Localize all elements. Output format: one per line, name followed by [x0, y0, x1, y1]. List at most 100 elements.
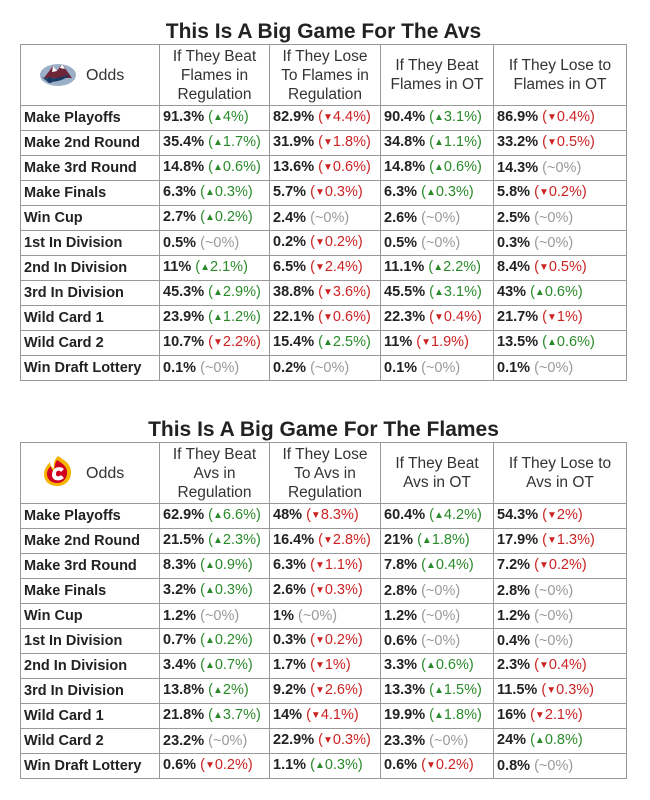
odds-value: 0.7% [163, 632, 197, 648]
change-indicator: (▼3.6%) [318, 284, 371, 300]
down-triangle-icon: ▼ [323, 312, 333, 323]
table-row: Make 3rd Round 8.3% (▲0.9%) 6.3% (▼1.1%) 7.… [20, 553, 627, 579]
row-label: Make Playoffs [20, 503, 160, 529]
change-value: 2.5% [332, 334, 366, 350]
change-indicator: (▼2.8%) [318, 532, 371, 548]
odds-value: 8.4% [497, 259, 531, 275]
odds-value: 0.3% [497, 234, 531, 251]
down-triangle-icon: ▼ [547, 112, 557, 123]
odds-cell: 54.3% (▼2%) [493, 503, 627, 529]
up-triangle-icon: ▲ [213, 137, 223, 148]
odds-cell: 31.9% (▼1.8%) [269, 130, 381, 156]
down-triangle-icon: ▼ [314, 262, 325, 273]
change-value: 0.9% [214, 557, 248, 573]
odds-value: 13.8% [163, 682, 205, 698]
odds-value: 15.4% [273, 334, 315, 350]
change-value: 0.8% [544, 732, 578, 748]
change-value: 3.1% [443, 109, 477, 125]
odds-value: 1.1% [273, 757, 307, 773]
change-value: 2.4% [324, 259, 358, 275]
change-indicator: (~0%) [421, 607, 461, 624]
change-value: 0.5% [556, 134, 590, 150]
odds-value: 6.5% [273, 259, 307, 275]
change-value: 0.2% [214, 632, 248, 648]
odds-value: 0.6% [384, 632, 418, 649]
down-triangle-icon: ▼ [314, 635, 325, 646]
table-row: 2nd In Division 3.4% (▲0.7%) 1.7% (▼1%) 3.3… [20, 653, 627, 679]
odds-cell: 22.9% (▼0.3%) [269, 728, 381, 754]
change-value: 0.3% [332, 732, 366, 748]
table-row: Win Draft Lottery 0.6% (▼0.2%) 1.1% (▲0.3%… [20, 753, 627, 779]
change-indicator: (▲0.7%) [200, 657, 253, 673]
change-value: 0.2% [214, 757, 248, 773]
odds-value: 48% [273, 507, 303, 523]
table-row: Make Finals 6.3% (▲0.3%) 5.7% (▼0.3%) 6.3% … [20, 180, 627, 206]
change-value: 1.2% [222, 309, 256, 325]
odds-cell: 1.2% (~0%) [493, 603, 627, 629]
flames-table-body: Make Playoffs 62.9% (▲6.6%) 48% (▼8.3%) 60.… [20, 503, 627, 779]
change-indicator: (▲0.2%) [200, 209, 253, 225]
change-indicator: (~0%) [534, 582, 574, 599]
row-label: Make Playoffs [20, 105, 160, 131]
odds-cell: 35.4% (▲1.7%) [159, 130, 270, 156]
down-triangle-icon: ▼ [323, 735, 333, 746]
odds-value: 21.8% [163, 707, 205, 723]
odds-cell: 21% (▲1.8%) [380, 528, 494, 554]
change-value: 1.1% [443, 134, 477, 150]
change-value: 0.2% [324, 234, 358, 250]
odds-value: 16% [497, 707, 527, 723]
change-value: 1.5% [443, 682, 477, 698]
table-row: 3rd In Division 45.3% (▲2.9%) 38.8% (▼3.6%… [20, 280, 627, 306]
avs-header-row: Odds If They Beat Flames in Regulation I… [20, 44, 627, 106]
odds-cell: 0.2% (▼0.2%) [269, 230, 381, 256]
change-value: 0.4% [443, 309, 477, 325]
change-indicator: (▲0.6%) [208, 159, 261, 175]
row-label: 2nd In Division [20, 255, 160, 281]
odds-value: 2.3% [497, 657, 531, 673]
change-indicator: (▼0.4%) [429, 309, 482, 325]
change-indicator: (▼0.3%) [541, 682, 595, 698]
odds-cell: 23.2% (~0%) [159, 728, 270, 754]
odds-cell: 1.2% (~0%) [159, 603, 270, 629]
odds-cell: 14.8% (▲0.6%) [159, 155, 270, 181]
up-triangle-icon: ▲ [204, 585, 215, 596]
change-value: 2.3% [222, 532, 256, 548]
down-triangle-icon: ▼ [538, 262, 549, 273]
up-triangle-icon: ▲ [434, 710, 444, 721]
odds-value: 13.3% [384, 682, 426, 698]
odds-value: 2.6% [273, 582, 307, 598]
change-value: ~0% [538, 632, 569, 649]
odds-cell: 33.2% (▼0.5%) [493, 130, 627, 156]
change-indicator: (~0%) [208, 732, 248, 749]
change-value: ~0% [538, 757, 569, 774]
table-row: 1st In Division 0.7% (▲0.2%) 0.3% (▼0.2%) 0… [20, 628, 627, 654]
change-indicator: (▼1.9%) [416, 334, 469, 350]
odds-value: 11.5% [497, 682, 538, 698]
odds-value: 22.3% [384, 309, 426, 325]
odds-cell: 0.6% (▼0.2%) [159, 753, 270, 779]
change-value: 0.4% [556, 109, 590, 125]
odds-cell: 60.4% (▲4.2%) [380, 503, 494, 529]
change-indicator: (~0%) [429, 732, 469, 749]
up-triangle-icon: ▲ [433, 262, 444, 273]
change-indicator: (~0%) [421, 359, 461, 376]
change-indicator: (▲0.3%) [310, 757, 363, 773]
change-value: 0.3% [435, 184, 469, 200]
odds-value: 86.9% [497, 109, 539, 125]
odds-value: 0.5% [163, 234, 197, 251]
odds-value: 43% [497, 284, 527, 300]
change-indicator: (▲2.2%) [428, 259, 482, 275]
odds-value: 0.2% [273, 234, 307, 250]
row-label: Make Finals [20, 578, 160, 604]
change-value: 1.3% [556, 532, 590, 548]
up-triangle-icon: ▲ [421, 535, 432, 546]
odds-value: 22.1% [273, 309, 315, 325]
row-label: Wild Card 1 [20, 305, 160, 331]
odds-value: 2.8% [384, 582, 418, 599]
odds-cell: 38.8% (▼3.6%) [269, 280, 381, 306]
odds-cell: 10.7% (▼2.2%) [159, 330, 270, 356]
odds-value: 17.9% [497, 532, 539, 548]
odds-value: 13.6% [273, 159, 315, 175]
odds-value: 90.4% [384, 109, 426, 125]
up-triangle-icon: ▲ [213, 685, 223, 696]
